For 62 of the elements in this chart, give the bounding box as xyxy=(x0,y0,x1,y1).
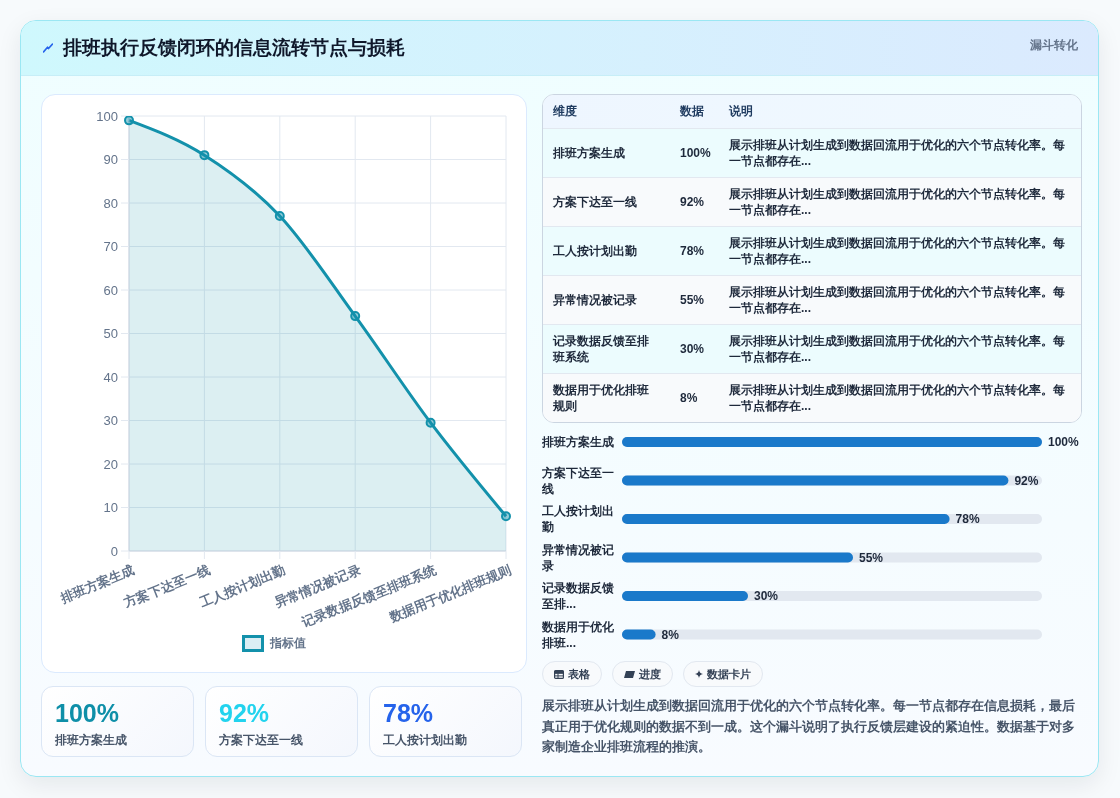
y-tick-label: 20 xyxy=(103,456,118,472)
y-tick-label: 异常情况被记录 xyxy=(541,542,614,573)
y-tick-label: 0 xyxy=(110,543,118,559)
category-label: 数据用于优化排班规则 xyxy=(553,382,649,413)
text: 说明 xyxy=(729,104,753,119)
text: 漏斗转化 xyxy=(1030,37,1078,54)
text: 维度 xyxy=(553,104,577,119)
category-label: 工人按计划出勤 xyxy=(383,732,468,749)
data-label: 55% xyxy=(859,550,884,565)
point xyxy=(199,150,210,161)
text: 55% xyxy=(680,292,705,307)
y-tick-label: 90 xyxy=(103,152,118,168)
category-label: 表格 xyxy=(568,666,590,682)
y-tick-label: 工人按计划出勤 xyxy=(541,504,614,535)
y-tick-label: 排班方案生成 xyxy=(541,435,614,450)
point xyxy=(501,511,511,522)
text: 100% xyxy=(55,699,119,727)
category-label: 数据卡片 xyxy=(707,666,751,682)
y-tick-label: 方案下达至一线 xyxy=(541,465,614,496)
y-tick-label: 30 xyxy=(103,413,118,429)
point xyxy=(425,417,436,428)
text: 数据 xyxy=(680,104,704,119)
point xyxy=(350,311,361,322)
y-tick-label: 80 xyxy=(103,195,118,211)
category-label: 异常情况被记录 xyxy=(553,292,637,307)
data-label: 8% xyxy=(661,627,680,642)
y-tick-label: 70 xyxy=(103,239,118,255)
data-label: 92% xyxy=(1014,473,1039,488)
text: 78% xyxy=(680,243,705,258)
category-label: 方案下达至一线 xyxy=(553,194,637,209)
y-tick-label: 数据用于优化排班... xyxy=(541,619,615,650)
category-label: 方案下达至一线 xyxy=(219,732,304,749)
text: 78% xyxy=(383,699,434,727)
y-tick-label: 50 xyxy=(103,326,118,342)
point xyxy=(124,116,134,126)
text: 30% xyxy=(680,341,705,356)
category-label: 工人按计划出勤 xyxy=(553,243,637,258)
data-label: 30% xyxy=(754,589,779,603)
text: 展示排班从计划生成到数据回流用于优化的六个节点转化率。每一节点都存在... xyxy=(729,137,1065,168)
y-tick-label: 记录数据反馈至排... xyxy=(541,581,614,612)
text: 排班执行反馈闭环的信息流转节点与损耗 xyxy=(63,36,405,60)
text: 92% xyxy=(680,194,705,209)
data-label: 78% xyxy=(955,512,980,526)
category-label: 排班方案生成 xyxy=(553,145,625,160)
category-label: 记录数据反馈至排班系统 xyxy=(553,333,649,364)
text: 展示排班从计划生成到数据回流用于优化的六个节点转化率。每一节点都存在... xyxy=(729,235,1065,266)
data-label: 100% xyxy=(1048,435,1080,449)
y-tick-label: 60 xyxy=(103,282,118,298)
text: 100% xyxy=(680,145,711,160)
text: 展示排班从计划生成到数据回流用于优化的六个节点转化率。每一节点都存在... xyxy=(729,382,1065,413)
text: 92% xyxy=(219,699,270,727)
legend-label: 指标值 xyxy=(270,635,306,652)
category-label: 进度 xyxy=(639,666,661,682)
y-tick-label: 40 xyxy=(103,369,118,385)
text: 8% xyxy=(680,390,698,405)
text: 展示排班从计划生成到数据回流用于优化的六个节点转化率。每一节点都存在... xyxy=(729,284,1065,315)
text: 展示排班从计划生成到数据回流用于优化的六个节点转化率。每一节点都存在信息损耗，最后真正用于优化规则的数据不到一成。这个漏斗说明了执行反馈层建设的紧迫性。数据基于对多家制造企业排班流程的推演。 xyxy=(542,698,1075,754)
point xyxy=(274,211,285,222)
y-tick-label: 100 xyxy=(96,108,118,124)
text: 展示排班从计划生成到数据回流用于优化的六个节点转化率。每一节点都存在... xyxy=(729,186,1065,217)
text: 展示排班从计划生成到数据回流用于优化的六个节点转化率。每一节点都存在... xyxy=(729,333,1065,364)
y-tick-label: 10 xyxy=(103,500,118,516)
